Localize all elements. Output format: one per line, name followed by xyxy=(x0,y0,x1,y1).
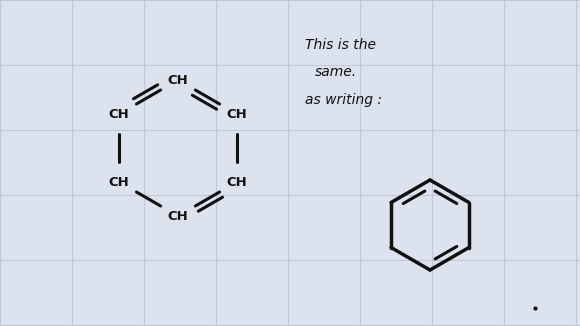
Text: CH: CH xyxy=(227,108,247,121)
Text: CH: CH xyxy=(168,73,188,86)
Text: CH: CH xyxy=(108,108,129,121)
Text: CH: CH xyxy=(108,175,129,188)
Text: CH: CH xyxy=(227,175,247,188)
Text: This is the: This is the xyxy=(305,38,376,52)
Text: as writing :: as writing : xyxy=(305,93,382,107)
Text: CH: CH xyxy=(168,210,188,223)
Text: same.: same. xyxy=(315,65,357,79)
